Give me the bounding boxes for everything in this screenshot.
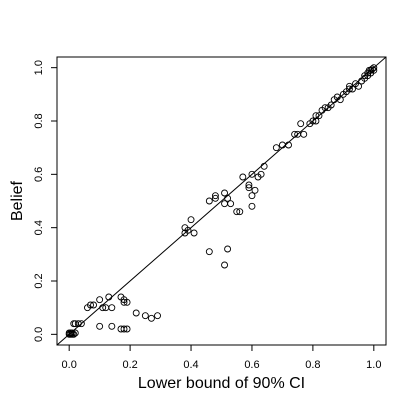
- data-point: [355, 82, 363, 90]
- x-tick-label: 1.0: [366, 359, 381, 371]
- y-axis: 0.0 0.2 0.4 0.6 0.8 1.0: [33, 60, 57, 342]
- y-tick-label: 0.6: [33, 167, 45, 182]
- data-points: [65, 64, 378, 338]
- data-point: [71, 329, 79, 337]
- data-point: [321, 104, 329, 112]
- data-point: [236, 208, 244, 216]
- data-point: [245, 181, 253, 189]
- data-point: [70, 320, 78, 328]
- data-point: [181, 229, 189, 237]
- data-point: [147, 314, 155, 322]
- data-point: [239, 173, 247, 181]
- data-point: [190, 229, 198, 237]
- data-point: [327, 101, 335, 109]
- data-point: [74, 320, 82, 328]
- data-point: [272, 144, 280, 152]
- data-point: [96, 322, 104, 330]
- x-tick-label: 0.4: [183, 359, 198, 371]
- data-point: [224, 245, 232, 253]
- data-point: [132, 309, 140, 317]
- data-point: [221, 189, 228, 197]
- data-point: [312, 112, 320, 120]
- x-tick-label: 0.2: [122, 359, 137, 371]
- y-tick-label: 0.2: [33, 273, 45, 288]
- x-axis-title: Lower bound of 90% CI: [138, 375, 305, 392]
- data-point: [248, 192, 256, 200]
- data-point: [187, 216, 195, 224]
- data-point: [251, 186, 259, 194]
- y-tick-label: 0.4: [33, 220, 45, 235]
- data-point: [224, 194, 232, 202]
- data-point: [248, 202, 256, 210]
- data-point: [108, 322, 116, 330]
- data-point: [67, 329, 75, 337]
- data-point: [141, 312, 149, 320]
- data-point: [108, 304, 116, 312]
- data-point: [120, 298, 128, 306]
- data-point: [312, 117, 320, 125]
- data-point: [99, 304, 107, 312]
- data-point: [205, 248, 213, 256]
- y-axis-title: Belief: [9, 180, 26, 221]
- data-point: [77, 320, 85, 328]
- data-point: [105, 293, 113, 301]
- data-point: [345, 85, 353, 93]
- data-point: [245, 184, 253, 192]
- data-point: [349, 85, 356, 93]
- data-point: [315, 112, 323, 120]
- data-point: [227, 200, 235, 208]
- data-point: [211, 194, 219, 202]
- data-point: [233, 208, 241, 216]
- y-tick-label: 0.0: [33, 327, 45, 342]
- data-point: [336, 96, 344, 104]
- data-point: [368, 65, 376, 73]
- data-point: [370, 66, 378, 74]
- data-point: [120, 325, 128, 333]
- data-point: [291, 130, 299, 138]
- y-tick-label: 0.8: [33, 113, 45, 128]
- data-point: [68, 330, 76, 338]
- data-point: [87, 301, 94, 309]
- x-tick-label: 0.6: [244, 359, 259, 371]
- data-point: [90, 301, 98, 309]
- y-tick-label: 1.0: [33, 60, 45, 75]
- data-point: [123, 298, 131, 306]
- plot-frame: [56, 56, 387, 346]
- data-point: [221, 261, 228, 269]
- data-point: [205, 197, 213, 205]
- data-point: [96, 296, 104, 304]
- x-axis: 0.0 0.2 0.4 0.6 0.8 1.0: [62, 345, 381, 371]
- data-point: [260, 162, 268, 170]
- data-point: [154, 312, 161, 320]
- data-point: [297, 120, 305, 128]
- x-tick-label: 0.8: [305, 359, 320, 371]
- data-point: [309, 117, 317, 125]
- data-point: [211, 192, 219, 200]
- data-point: [300, 130, 308, 138]
- data-point: [257, 170, 265, 178]
- data-point: [123, 325, 131, 333]
- x-tick-label: 0.0: [62, 359, 77, 371]
- data-point: [365, 66, 373, 74]
- data-point: [285, 141, 292, 149]
- data-point: [248, 170, 256, 178]
